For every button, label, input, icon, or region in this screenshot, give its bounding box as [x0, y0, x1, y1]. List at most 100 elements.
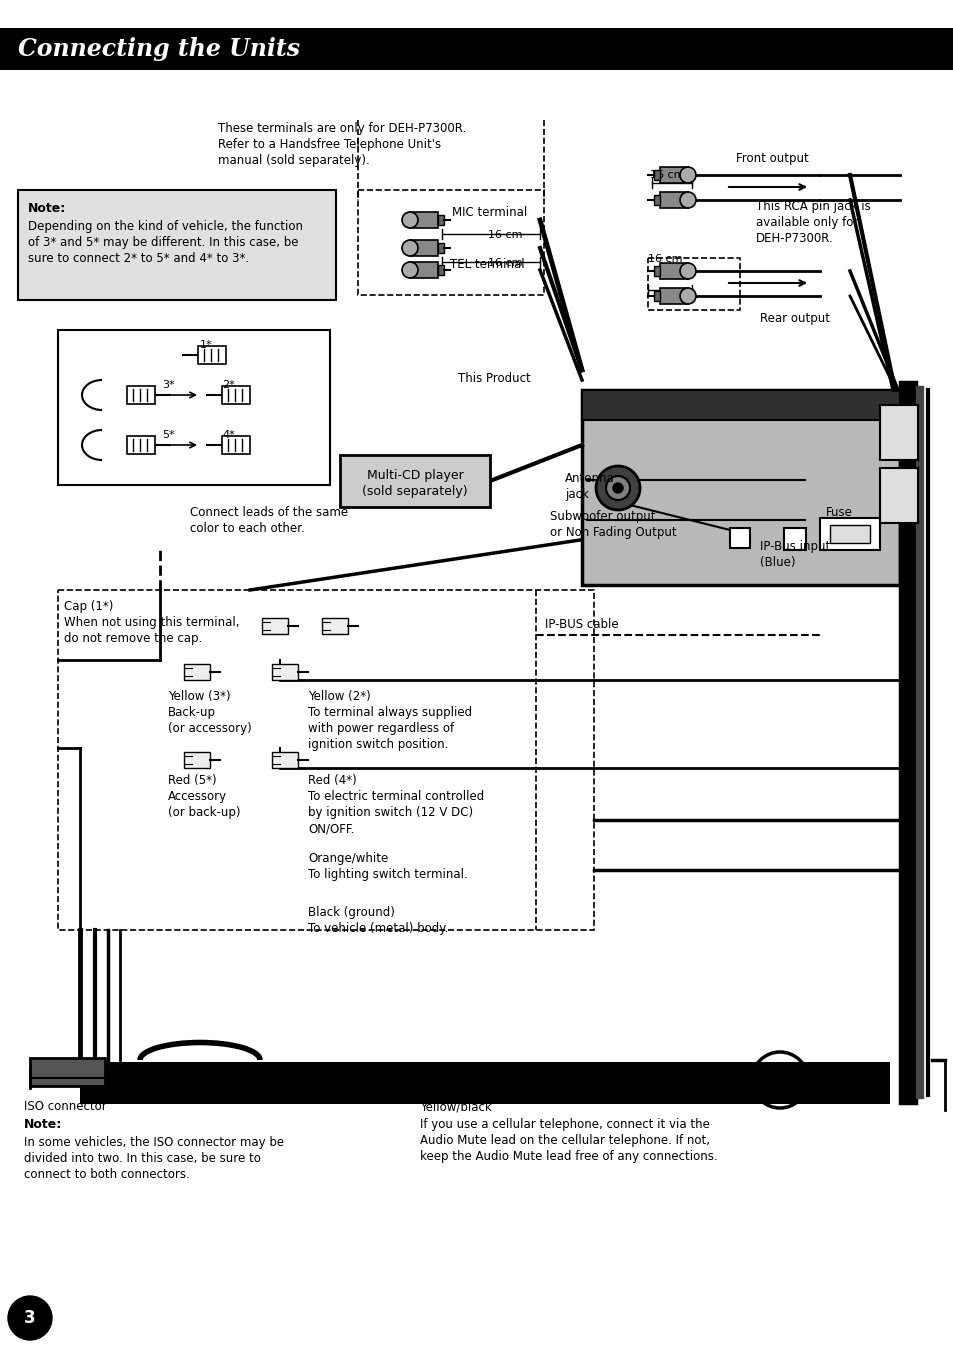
- Bar: [58, 589, 594, 930]
- Bar: [729, 528, 749, 547]
- Circle shape: [679, 167, 696, 183]
- Text: do not remove the cap.: do not remove the cap.: [64, 631, 202, 645]
- Text: Note:: Note:: [28, 202, 66, 215]
- Text: 3*: 3*: [162, 379, 174, 390]
- Bar: [437, 243, 443, 253]
- Circle shape: [401, 240, 417, 256]
- Text: IP-BUS cable: IP-BUS cable: [544, 618, 618, 631]
- Text: Red (5*): Red (5*): [168, 774, 216, 787]
- Text: (or back-up): (or back-up): [168, 806, 240, 818]
- Text: If you use a cellular telephone, connect it via the: If you use a cellular telephone, connect…: [419, 1118, 709, 1131]
- Bar: [262, 618, 288, 634]
- Bar: [30, 1058, 105, 1085]
- Text: 5*: 5*: [162, 430, 174, 440]
- Text: Connecting the Units: Connecting the Units: [18, 37, 299, 61]
- Text: manual (sold separately).: manual (sold separately).: [218, 154, 370, 167]
- Bar: [879, 467, 917, 523]
- Bar: [410, 211, 437, 228]
- Text: These terminals are only for DEH-P7300R.: These terminals are only for DEH-P7300R.: [218, 122, 466, 136]
- Circle shape: [401, 211, 417, 228]
- Text: Note:: Note:: [24, 1118, 62, 1131]
- Text: with power regardless of: with power regardless of: [308, 722, 454, 734]
- Text: Subwoofer output: Subwoofer output: [550, 509, 655, 523]
- Text: ISO connector: ISO connector: [24, 1100, 107, 1112]
- Text: To vehicle (metal) body.: To vehicle (metal) body.: [308, 921, 448, 935]
- Text: (Blue): (Blue): [760, 556, 795, 569]
- Text: Black (ground): Black (ground): [308, 906, 395, 919]
- Bar: [654, 195, 659, 205]
- Text: To lighting switch terminal.: To lighting switch terminal.: [308, 869, 467, 881]
- Bar: [357, 190, 543, 295]
- Text: To electric terminal controlled: To electric terminal controlled: [308, 790, 484, 804]
- Text: Yellow (2*): Yellow (2*): [308, 690, 371, 703]
- Bar: [58, 331, 330, 485]
- Text: DEH-P7300R.: DEH-P7300R.: [755, 232, 833, 245]
- Bar: [659, 192, 687, 209]
- Text: Fuse: Fuse: [825, 505, 852, 519]
- Circle shape: [679, 289, 696, 304]
- Text: Back-up: Back-up: [168, 706, 215, 720]
- Text: Orange/white: Orange/white: [308, 852, 388, 864]
- Text: 16 cm: 16 cm: [647, 253, 681, 264]
- Bar: [829, 524, 869, 543]
- Circle shape: [8, 1295, 52, 1340]
- Bar: [272, 752, 297, 768]
- Bar: [18, 190, 335, 299]
- Bar: [410, 262, 437, 278]
- Bar: [654, 291, 659, 301]
- Text: keep the Audio Mute lead free of any connections.: keep the Audio Mute lead free of any con…: [419, 1150, 717, 1163]
- Circle shape: [401, 262, 417, 278]
- Bar: [783, 528, 805, 550]
- Bar: [410, 240, 437, 256]
- Bar: [127, 436, 154, 454]
- Text: 4*: 4*: [222, 430, 234, 440]
- Bar: [184, 664, 210, 680]
- Text: jack: jack: [564, 488, 588, 501]
- Text: Multi-CD player: Multi-CD player: [366, 469, 463, 482]
- Circle shape: [613, 482, 622, 493]
- Text: (sold separately): (sold separately): [362, 485, 467, 499]
- Text: Yellow/black: Yellow/black: [419, 1100, 491, 1112]
- Text: 2*: 2*: [222, 379, 234, 390]
- Text: MIC terminal: MIC terminal: [452, 206, 527, 220]
- Text: color to each other.: color to each other.: [190, 522, 304, 535]
- Text: IP-Bus input: IP-Bus input: [760, 541, 829, 553]
- Bar: [437, 266, 443, 275]
- Text: In some vehicles, the ISO connector may be: In some vehicles, the ISO connector may …: [24, 1135, 284, 1149]
- Text: 16 cm: 16 cm: [649, 169, 684, 180]
- Text: of 3* and 5* may be different. In this case, be: of 3* and 5* may be different. In this c…: [28, 236, 298, 249]
- Text: TEL terminal: TEL terminal: [450, 257, 524, 271]
- Bar: [80, 1062, 889, 1104]
- Text: by ignition switch (12 V DC): by ignition switch (12 V DC): [308, 806, 473, 818]
- Text: Refer to a Handsfree Telephone Unit's: Refer to a Handsfree Telephone Unit's: [218, 138, 440, 150]
- Text: divided into two. In this case, be sure to: divided into two. In this case, be sure …: [24, 1152, 260, 1165]
- Bar: [659, 289, 687, 304]
- Bar: [222, 436, 250, 454]
- Text: Depending on the kind of vehicle, the function: Depending on the kind of vehicle, the fu…: [28, 220, 303, 233]
- Bar: [272, 664, 297, 680]
- Bar: [659, 263, 687, 279]
- Text: 16 cm: 16 cm: [488, 230, 522, 240]
- Text: 3: 3: [24, 1309, 36, 1327]
- Bar: [654, 169, 659, 180]
- Text: Audio Mute lead on the cellular telephone. If not,: Audio Mute lead on the cellular telephon…: [419, 1134, 709, 1146]
- Bar: [0, 28, 953, 70]
- Bar: [127, 386, 154, 404]
- Bar: [820, 518, 879, 550]
- Bar: [659, 167, 687, 183]
- Text: ON/OFF.: ON/OFF.: [308, 822, 354, 835]
- Text: Connect leads of the same: Connect leads of the same: [190, 505, 348, 519]
- Bar: [654, 266, 659, 276]
- Text: 16 cm: 16 cm: [488, 257, 522, 268]
- Bar: [437, 215, 443, 225]
- Bar: [879, 405, 917, 459]
- Text: Antenna: Antenna: [564, 472, 614, 485]
- Bar: [581, 390, 899, 585]
- Circle shape: [605, 476, 629, 500]
- Bar: [222, 386, 250, 404]
- Text: sure to connect 2* to 5* and 4* to 3*.: sure to connect 2* to 5* and 4* to 3*.: [28, 252, 249, 266]
- Text: Red (4*): Red (4*): [308, 774, 356, 787]
- Bar: [322, 618, 348, 634]
- Circle shape: [679, 263, 696, 279]
- Text: or Non Fading Output: or Non Fading Output: [550, 526, 676, 539]
